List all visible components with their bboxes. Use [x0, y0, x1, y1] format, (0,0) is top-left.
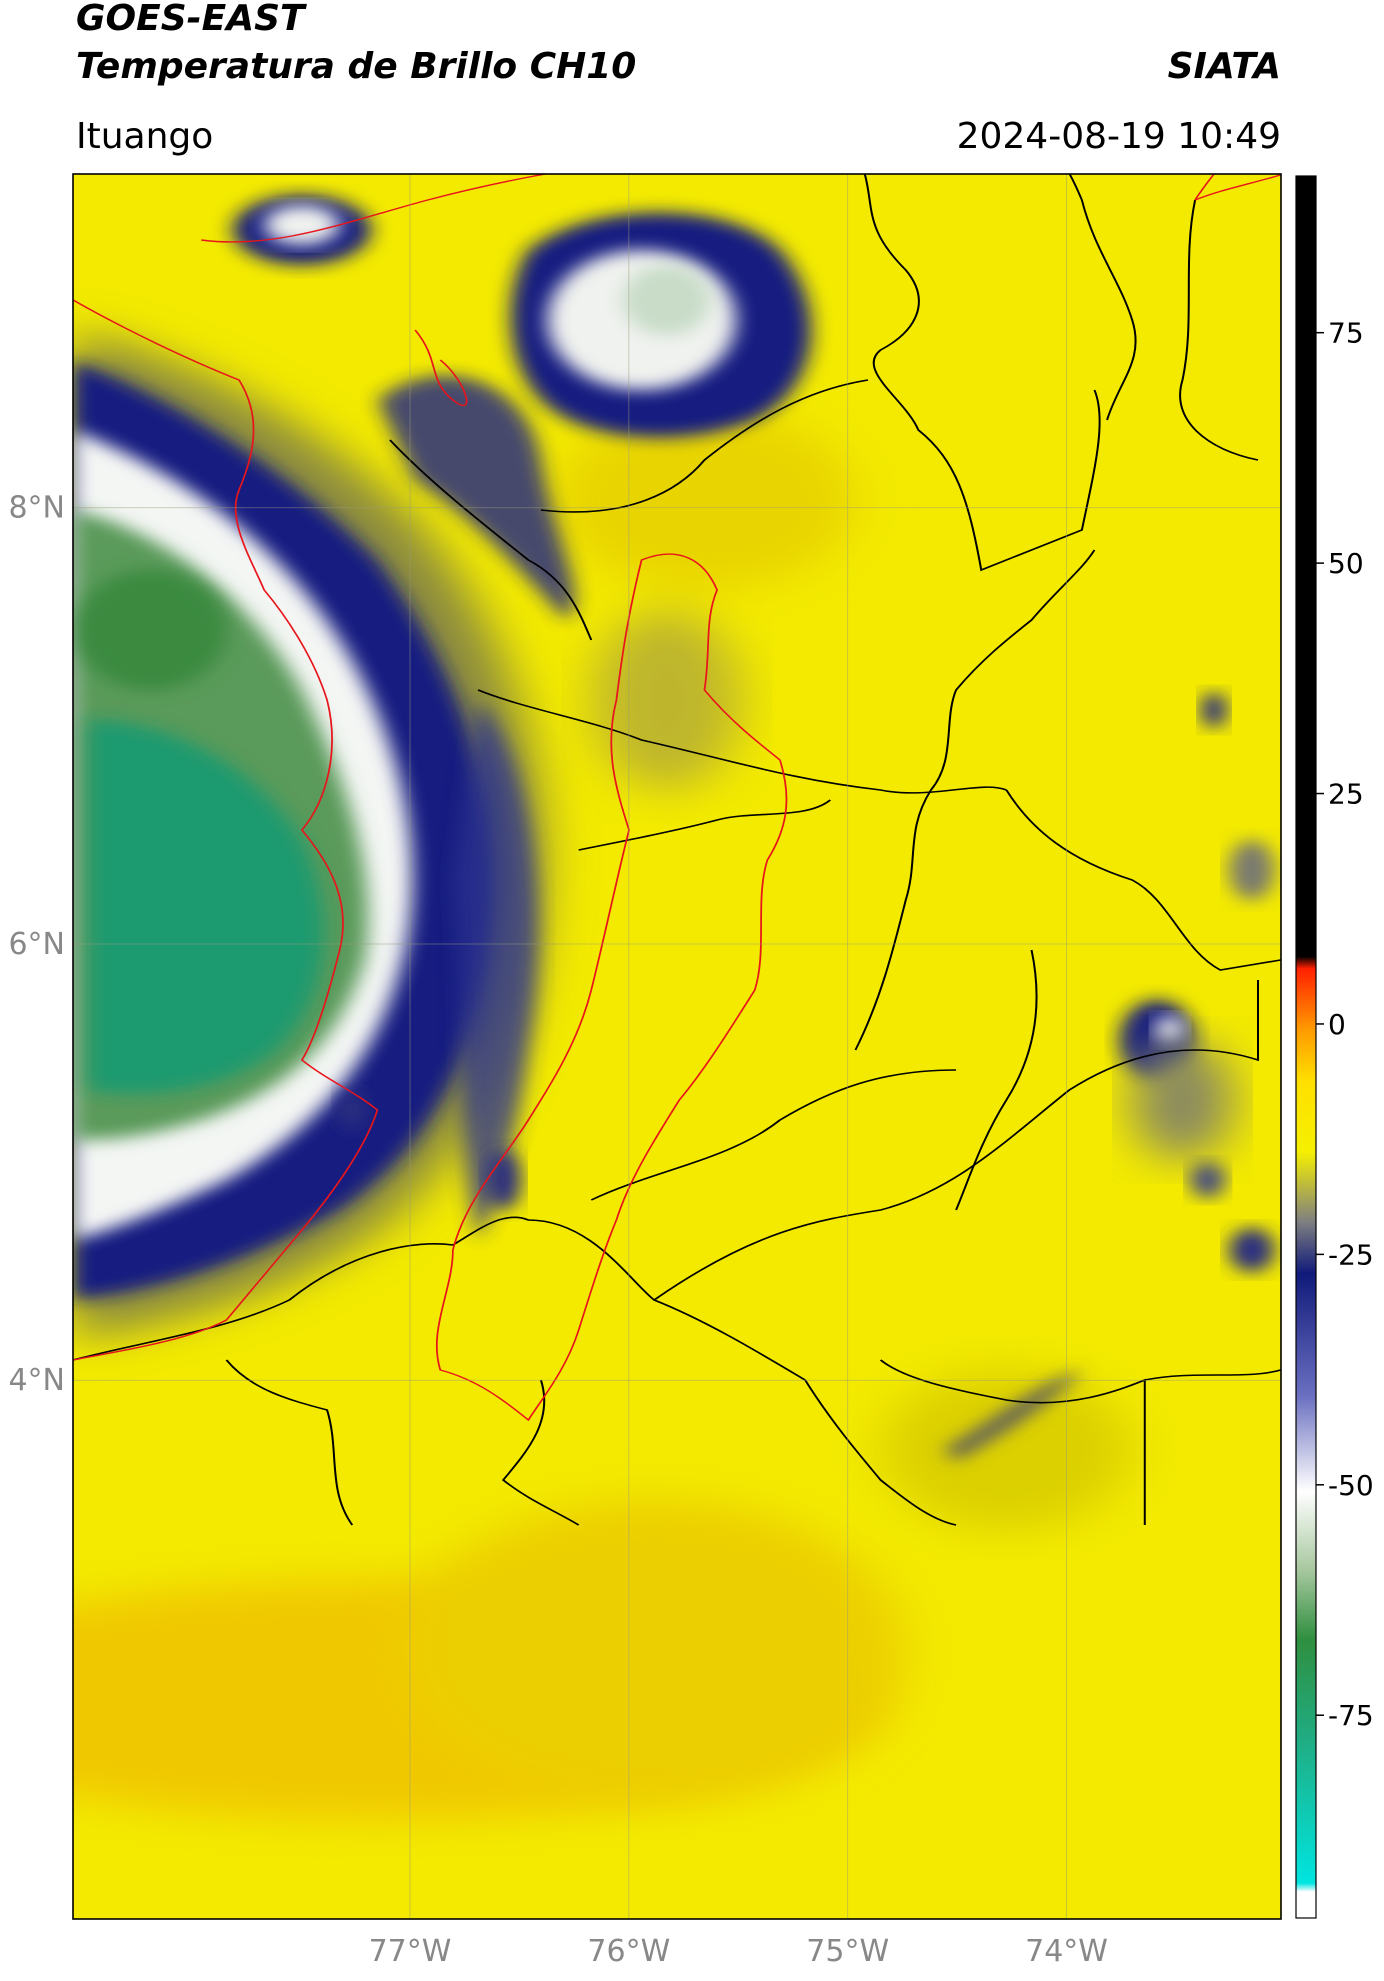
x-tick-label: 74°W — [1025, 1934, 1108, 1969]
x-tick-label: 77°W — [369, 1934, 452, 1969]
satellite-image — [73, 174, 1281, 1919]
colorbar-tick-label: 0 — [1328, 1008, 1346, 1041]
source: SIATA — [1168, 46, 1281, 87]
colorbar-tick-label: -50 — [1328, 1469, 1374, 1502]
y-tick-label: 6°N — [8, 927, 65, 962]
y-tick-label: 4°N — [8, 1363, 65, 1398]
map-frame — [72, 173, 1282, 1920]
y-tick-label: 8°N — [8, 491, 65, 526]
colorbar-tick-label: 75 — [1328, 317, 1364, 350]
title: GOES-EAST — [76, 0, 307, 39]
subtitle: Temperatura de Brillo CH10 — [76, 46, 636, 87]
datetime: 2024-08-19 10:49 — [957, 116, 1281, 157]
colorbar — [1295, 175, 1317, 1919]
colorbar-tick-label: -25 — [1328, 1238, 1374, 1271]
colorbar-tick-label: -75 — [1328, 1699, 1374, 1732]
colorbar-tick-label: 25 — [1328, 778, 1364, 811]
x-tick-label: 75°W — [806, 1934, 889, 1969]
x-tick-label: 76°W — [587, 1934, 670, 1969]
location: Ituango — [76, 116, 213, 157]
colorbar-tick-label: 50 — [1328, 547, 1364, 580]
